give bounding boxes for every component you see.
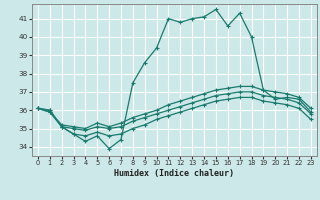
X-axis label: Humidex (Indice chaleur): Humidex (Indice chaleur) — [115, 169, 234, 178]
